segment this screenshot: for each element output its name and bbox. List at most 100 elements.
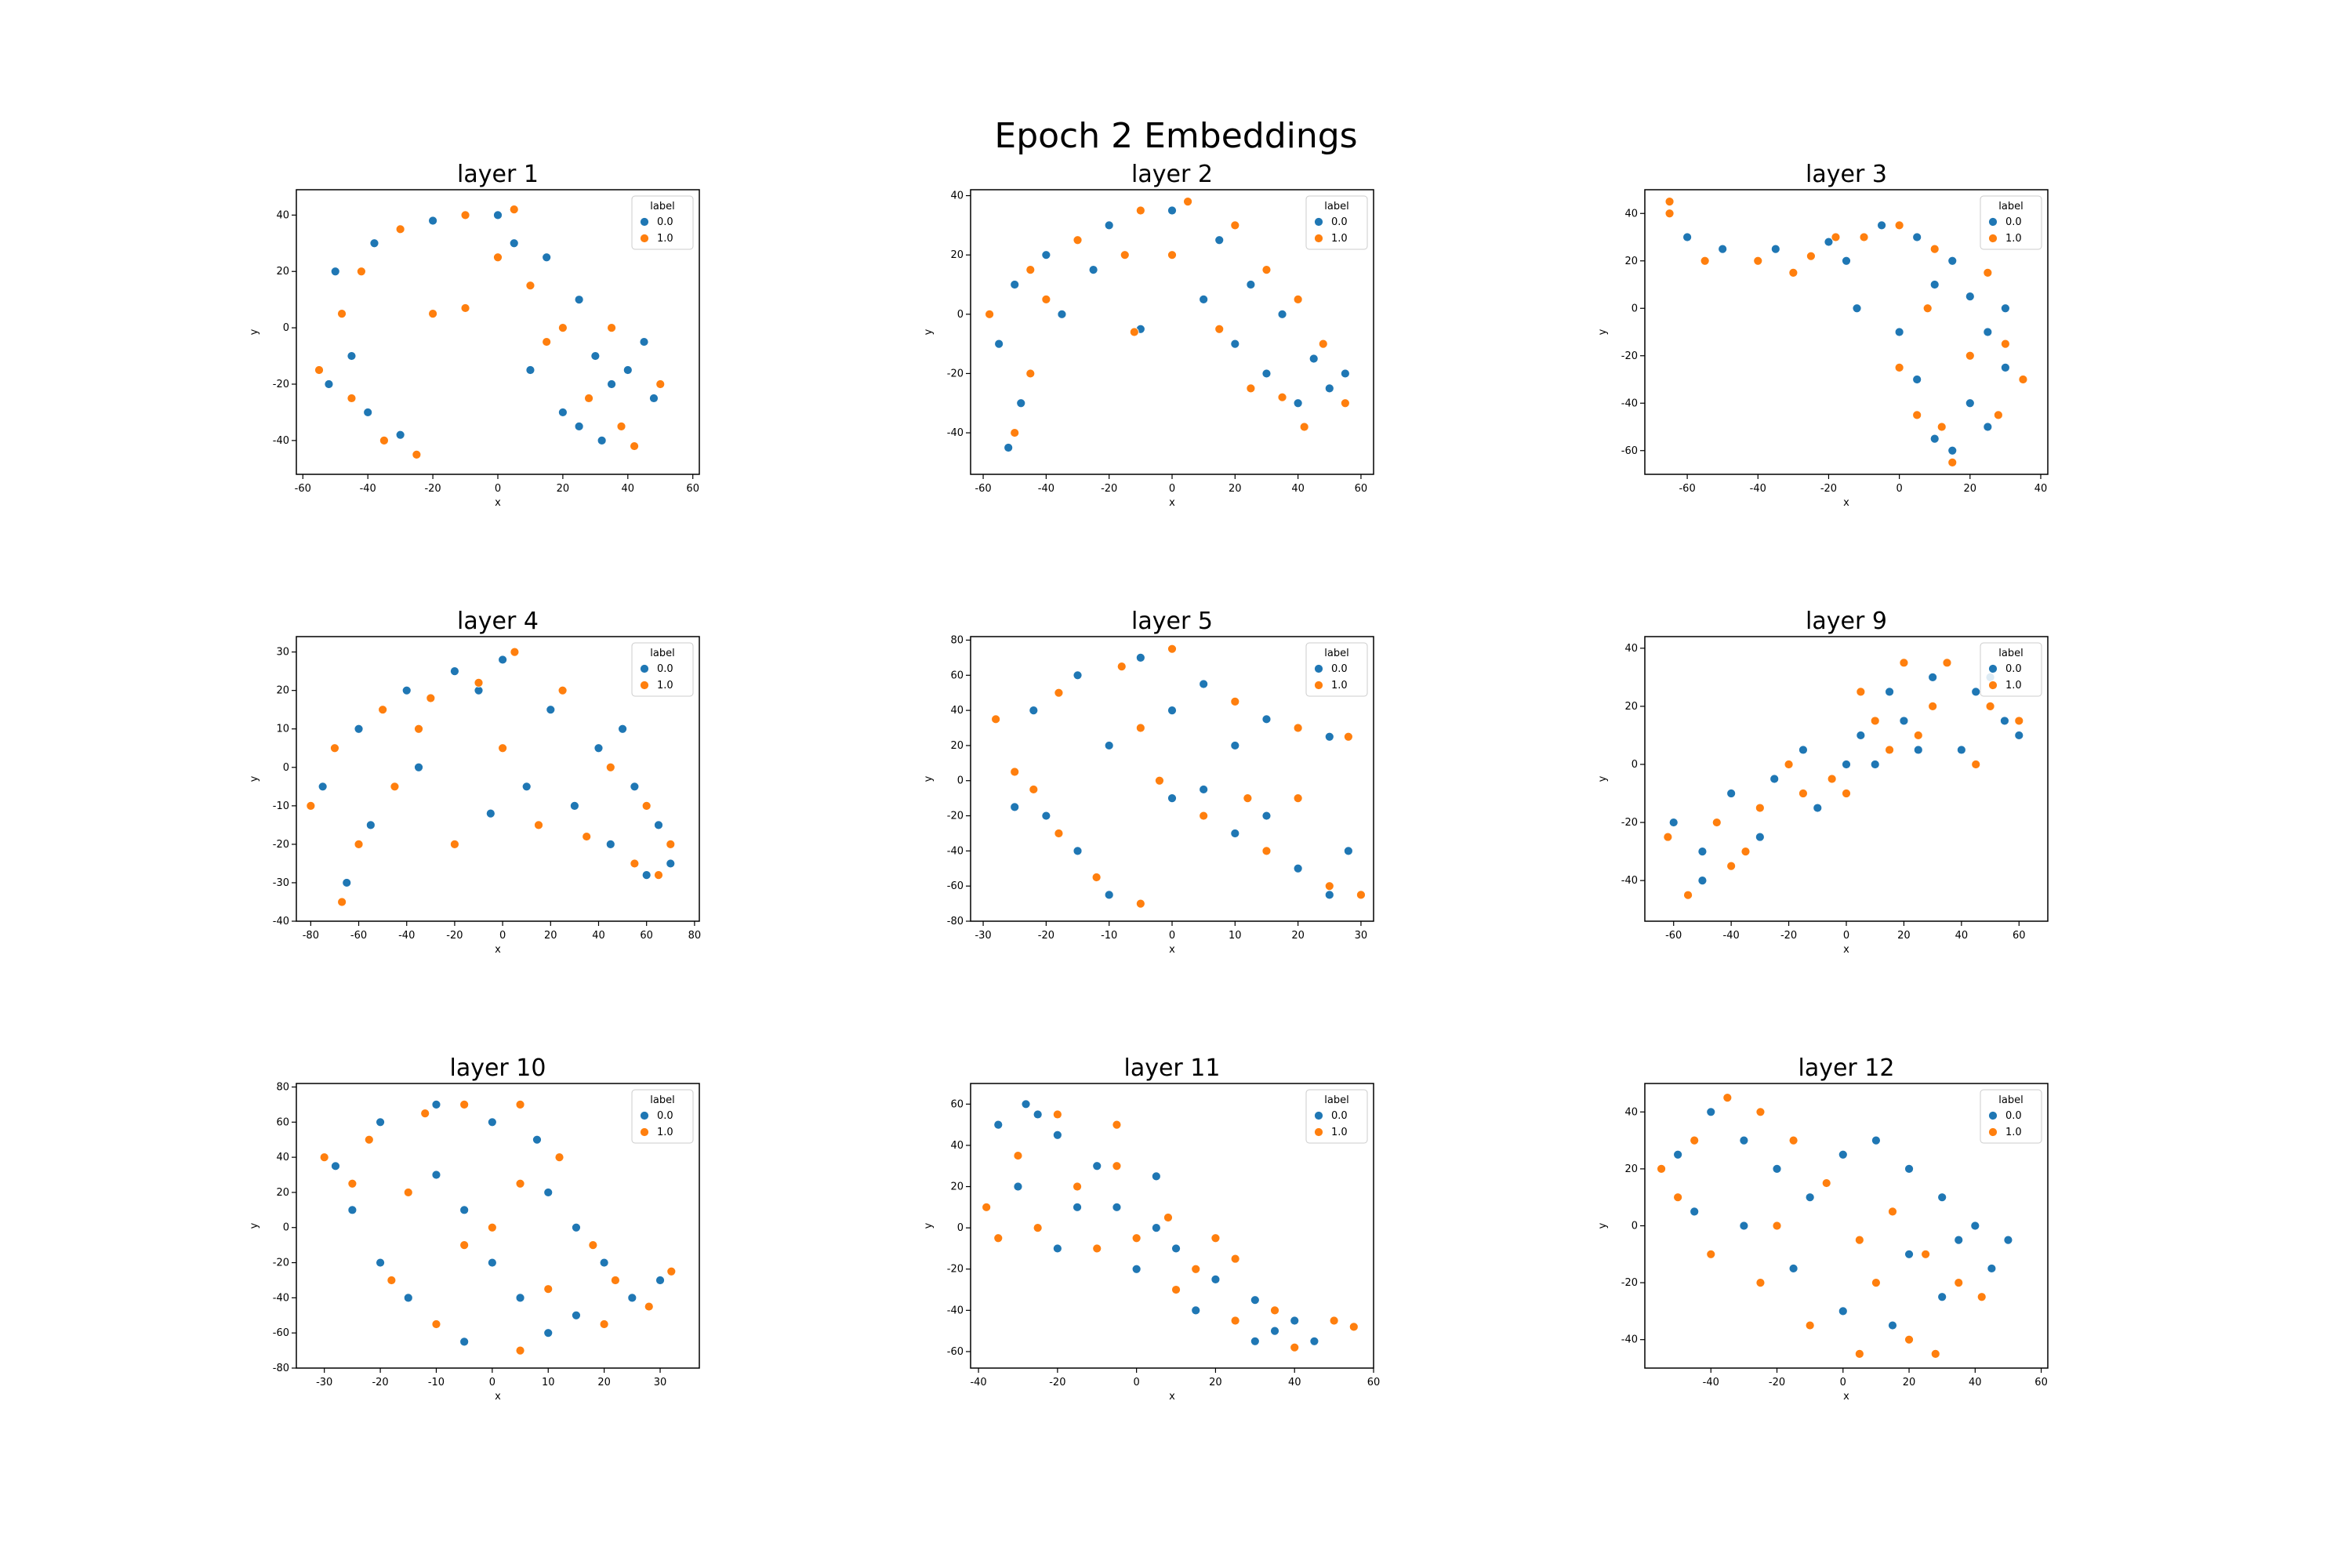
scatter-point (1697, 876, 1708, 886)
scatter-point (1183, 197, 1192, 207)
scatter-point (1010, 280, 1020, 289)
y-tick-label: 20 (1624, 701, 1638, 713)
scatter-point (1824, 237, 1834, 247)
scatter-point (627, 1293, 637, 1303)
scatter-point (611, 1276, 620, 1285)
x-tick-label: 60 (686, 483, 699, 495)
legend-marker (640, 681, 649, 690)
scatter-point (1052, 1130, 1062, 1140)
y-tick-label: 0 (1632, 1221, 1638, 1232)
legend-marker (1988, 217, 1998, 227)
scatter-point (1261, 265, 1272, 274)
scatter-point (1956, 745, 1966, 755)
y-tick-label: -40 (947, 1305, 964, 1316)
scatter-point (1230, 697, 1240, 706)
scatter-point (1171, 1243, 1181, 1254)
scatter-point (1769, 774, 1780, 784)
scatter-point (1856, 731, 1866, 740)
scatter-point (993, 1120, 1004, 1130)
y-tick-label: 60 (950, 1098, 964, 1110)
scatter-point (1739, 1221, 1749, 1231)
scatter-point (1842, 256, 1851, 266)
scatter-point (1854, 1235, 1864, 1245)
scatter-point (1922, 303, 1933, 314)
legend-entry-label: 0.0 (657, 216, 673, 228)
scatter-point (1025, 368, 1036, 379)
scatter-point (1270, 1305, 1279, 1316)
scatter-point (509, 205, 519, 215)
scatter-point (649, 394, 659, 403)
y-tick-label: -20 (1621, 350, 1638, 362)
scatter-point (1842, 760, 1851, 769)
legend: label 0.0 1.0 (1980, 195, 2042, 250)
scatter-point (605, 762, 615, 772)
x-tick-label: 60 (640, 930, 653, 942)
scatter-point (1073, 846, 1083, 856)
scatter-point (607, 379, 616, 389)
scatter-point (1985, 701, 1995, 711)
x-tick-label: -20 (1049, 1377, 1065, 1388)
scatter-point (630, 858, 640, 869)
scatter-point (1913, 731, 1923, 740)
scatter-point (509, 238, 519, 249)
y-tick-label: -20 (947, 811, 964, 822)
subplot-panel: layer 10 -30 -20 -10 0 10 20 30 -80 -60 -40 -20 0 20 4… (220, 1051, 706, 1403)
scatter-point (655, 1276, 665, 1285)
y-tick-label: -20 (1621, 1277, 1638, 1289)
scatter-point (1033, 1223, 1043, 1233)
x-tick-label: -40 (970, 1377, 986, 1388)
scatter-point (1871, 1278, 1881, 1288)
scatter-point (597, 435, 607, 445)
x-tick-label: 60 (1355, 483, 1368, 495)
scatter-point (1838, 1306, 1848, 1316)
scatter-point (369, 238, 379, 249)
x-tick-label: -10 (1101, 930, 1117, 942)
scatter-point (1135, 205, 1145, 216)
x-axis-label: x (495, 497, 501, 509)
y-tick-label: 40 (1624, 1106, 1638, 1118)
scatter-point (1954, 1278, 1964, 1288)
scatter-point (630, 782, 640, 792)
scatter-plot: layer 11 -40 -20 0 20 40 60 -60 -40 -20 0 20 40 60 x y l… (923, 1054, 1380, 1403)
scatter-point (1033, 1109, 1043, 1120)
y-axis-label: y (249, 775, 260, 782)
scatter-point (1104, 220, 1114, 230)
scatter-point (593, 743, 604, 753)
scatter-point (1308, 354, 1319, 364)
scatter-point (1167, 644, 1177, 654)
x-tick-label: 20 (1897, 930, 1911, 942)
x-tick-label: 60 (2034, 1377, 2048, 1388)
subplot-panel: layer 1 -60 -40 -20 0 20 40 60 -40 -20 0 20 40 x y labe… (220, 157, 706, 509)
legend-title: label (1998, 1094, 2023, 1106)
scatter-point (1983, 267, 1993, 278)
scatter-point (387, 1276, 397, 1285)
x-tick-label: -20 (424, 483, 441, 495)
legend-entry-label: 1.0 (2005, 1127, 2022, 1138)
legend-title: label (1998, 201, 2023, 212)
scatter-point (1054, 829, 1064, 838)
scatter-point (1199, 679, 1209, 689)
scatter-point (1246, 383, 1256, 394)
scatter-point (1340, 368, 1350, 379)
scatter-point (542, 337, 552, 347)
scatter-point (1983, 327, 1993, 337)
scatter-point (331, 1161, 340, 1171)
scatter-point (584, 394, 593, 403)
legend-entry-label: 0.0 (657, 663, 673, 675)
scatter-point (1937, 1292, 1947, 1302)
scatter-point (1155, 775, 1164, 786)
legend-marker (640, 1111, 649, 1120)
scatter-point (1772, 1221, 1782, 1231)
scatter-point (525, 281, 535, 291)
y-tick-label: 0 (957, 775, 964, 787)
scatter-point (515, 1099, 525, 1109)
scatter-point (1805, 1320, 1815, 1330)
scatter-point (498, 655, 508, 665)
scatter-point (1739, 1135, 1749, 1145)
scatter-point (666, 839, 676, 849)
legend-marker (640, 234, 649, 243)
scatter-point (1340, 398, 1350, 408)
legend-marker (640, 664, 649, 673)
scatter-point (515, 1293, 525, 1303)
scatter-point (1947, 457, 1958, 467)
